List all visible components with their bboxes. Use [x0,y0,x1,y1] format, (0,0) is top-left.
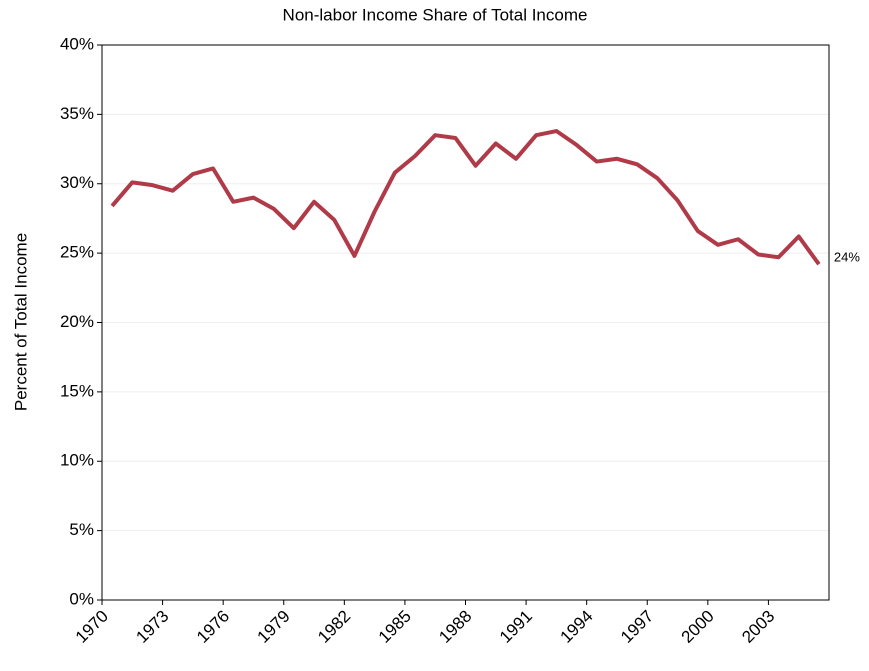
y-tick-label: 5% [69,520,94,539]
x-tick-label: 2003 [738,607,778,647]
x-tick-label: 1994 [556,607,596,647]
y-tick-label: 40% [60,34,94,53]
x-tick-label: 1976 [193,607,233,647]
x-tick-label: 1997 [617,607,657,647]
data-label: 24% [834,250,860,265]
y-tick-label: 10% [60,451,94,470]
x-tick-label: 1973 [132,607,172,647]
y-tick-label: 15% [60,381,94,400]
x-tick-label: 1985 [375,607,415,647]
chart-title: Non-labor Income Share of Total Income [283,5,588,24]
y-tick-label: 35% [60,104,94,123]
x-tick-label: 2000 [678,607,718,647]
x-tick-label: 1982 [314,607,354,647]
y-axis-label: Percent of Total Income [11,233,30,411]
y-tick-label: 0% [69,589,94,608]
line-series [110,129,821,266]
x-tick-label: 1979 [254,607,294,647]
x-tick-label: 1988 [435,607,475,647]
x-tick-label: 1991 [496,607,536,647]
y-tick-label: 30% [60,173,94,192]
y-tick-label: 20% [60,312,94,331]
x-tick-label: 1970 [72,607,112,647]
y-tick-label: 25% [60,243,94,262]
